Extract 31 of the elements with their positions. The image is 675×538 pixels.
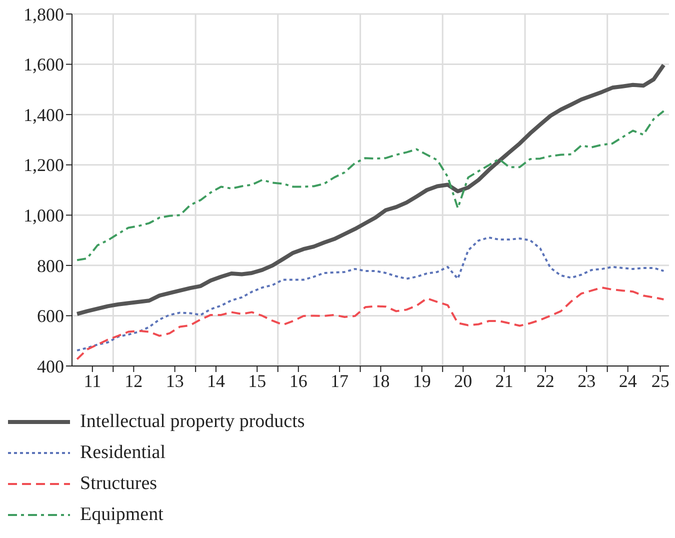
x-tick-label: 11 xyxy=(84,370,102,391)
legend-label: Residential xyxy=(80,442,166,464)
line-series xyxy=(75,63,666,316)
x-tick-label: 18 xyxy=(372,370,390,391)
y-tick-label: 1,200 xyxy=(24,155,64,176)
x-tick-label: 25 xyxy=(651,370,670,391)
line-series xyxy=(76,286,665,360)
x-tick-label: 17 xyxy=(330,370,349,391)
x-tick-label: 23 xyxy=(578,370,596,391)
y-tick-label: 1,400 xyxy=(24,104,64,125)
y-tick-label: 400 xyxy=(37,356,64,376)
line-series xyxy=(76,110,665,262)
x-tick-label: 19 xyxy=(412,370,431,391)
x-tick-label: 21 xyxy=(495,370,514,391)
y-tick-label: 1,800 xyxy=(24,4,64,24)
x-tick-label: 24 xyxy=(618,370,637,391)
legend-label: Intellectual property products xyxy=(80,410,305,432)
x-tick-label: 12 xyxy=(124,370,143,391)
x-tick-label: 14 xyxy=(206,370,225,391)
y-tick-label: 800 xyxy=(37,256,64,276)
x-tick-label: 13 xyxy=(166,370,184,391)
y-tick-label: 1,600 xyxy=(24,54,64,75)
y-tick-label: 600 xyxy=(37,306,64,326)
x-tick-label: 16 xyxy=(289,370,308,391)
line-series xyxy=(76,236,665,352)
x-tick-label: 15 xyxy=(248,370,266,391)
x-tick-label: 22 xyxy=(536,370,554,391)
y-tick-label: 1,000 xyxy=(24,206,64,226)
x-tick-label: 20 xyxy=(454,370,472,391)
legend-label: Structures xyxy=(80,472,158,494)
legend-label: Equipment xyxy=(80,504,164,526)
